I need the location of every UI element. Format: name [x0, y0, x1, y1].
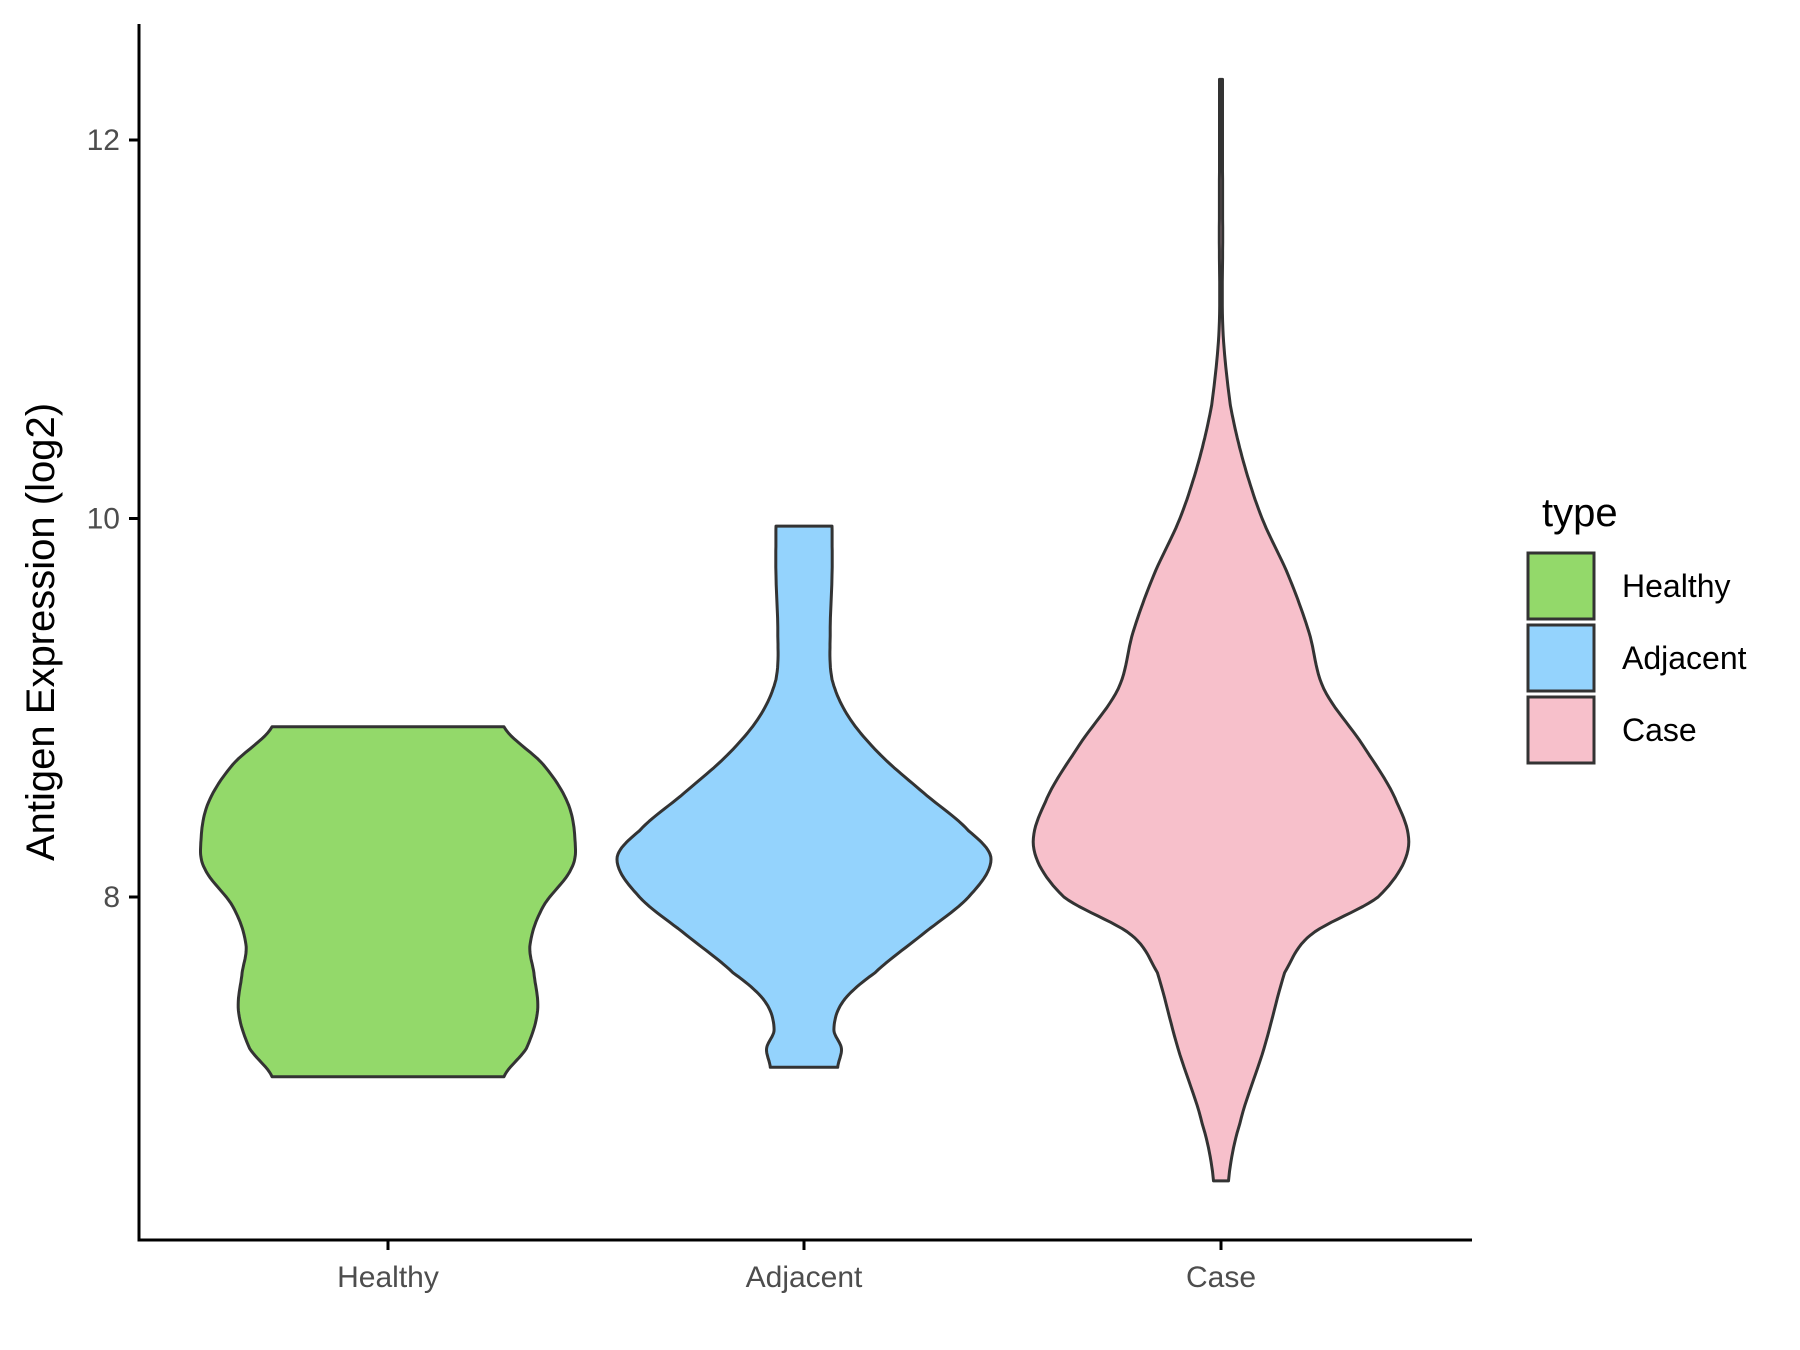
y-axis-title: Antigen Expression (log2) — [19, 403, 63, 861]
legend-label-case: Case — [1622, 712, 1697, 748]
y-tick-label: 8 — [103, 881, 120, 914]
y-tick-label: 10 — [87, 503, 120, 536]
legend-swatch-adjacent — [1526, 623, 1596, 693]
legend-label-adjacent: Adjacent — [1622, 640, 1747, 676]
x-tick-label: Case — [1186, 1261, 1256, 1294]
x-tick-label: Adjacent — [746, 1261, 863, 1294]
y-tick-label: 12 — [87, 124, 120, 157]
x-tick-label: Healthy — [337, 1261, 439, 1294]
x-ticks: Healthy Adjacent Case — [337, 1240, 1256, 1294]
legend-label-healthy: Healthy — [1622, 568, 1731, 604]
legend-swatch-healthy — [1526, 551, 1596, 621]
y-ticks: 8 10 12 — [87, 124, 139, 914]
legend-swatch-case — [1526, 695, 1596, 765]
legend-items: Healthy Adjacent Case — [1526, 551, 1747, 765]
violin-healthy — [199, 725, 577, 1079]
violin-layer — [199, 77, 1411, 1183]
violin-adjacent — [615, 524, 993, 1069]
violin-case — [1031, 77, 1411, 1183]
legend: type Healthy Adjacent Case — [1526, 491, 1747, 765]
legend-title: type — [1542, 491, 1618, 535]
